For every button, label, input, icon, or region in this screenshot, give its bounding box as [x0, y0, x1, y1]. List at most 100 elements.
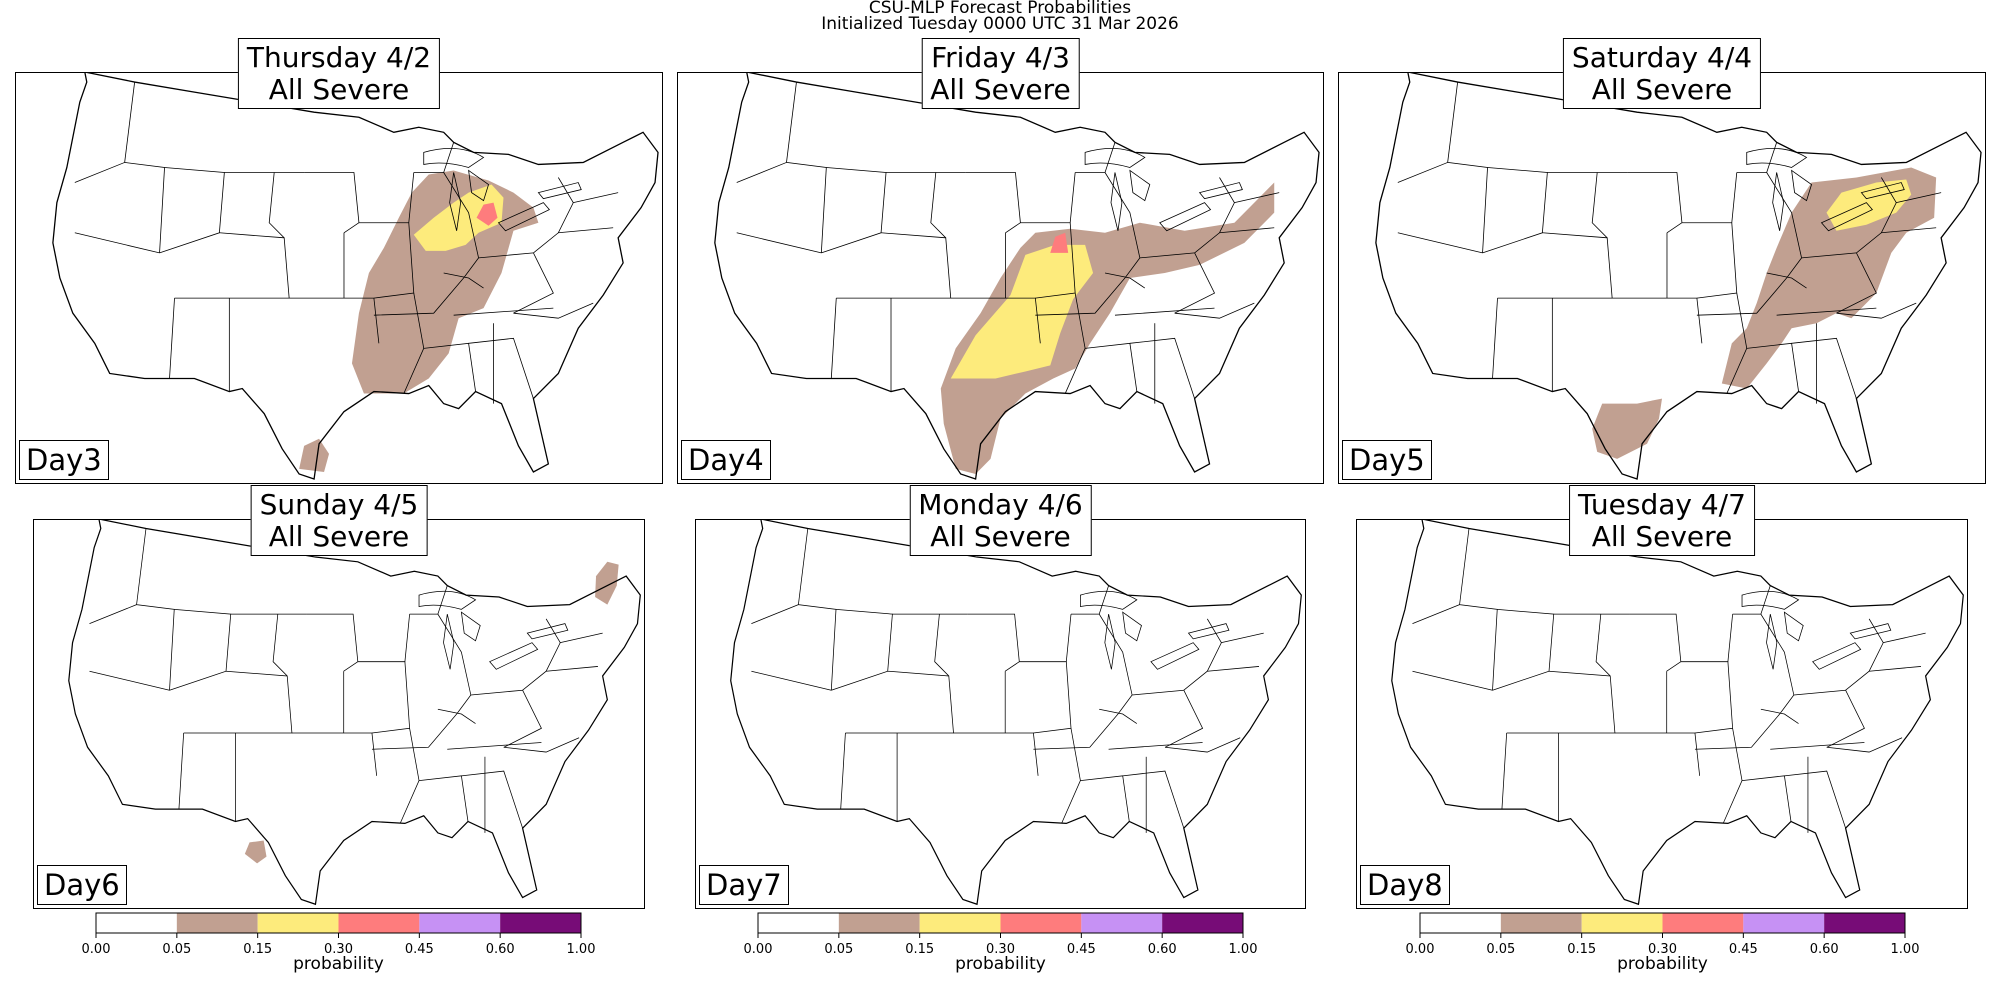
state-border — [1207, 666, 1260, 672]
state-border — [533, 177, 574, 254]
state-border — [124, 81, 165, 253]
state-border — [1412, 604, 1460, 624]
great-lake — [1766, 614, 1778, 670]
conus-map — [714, 72, 1320, 480]
state-border — [443, 272, 484, 289]
state-border — [89, 604, 137, 624]
colorbar-swatch — [1581, 913, 1663, 933]
coastline-border — [1375, 72, 1982, 480]
colorbar-tick-label: 0.00 — [744, 942, 773, 957]
colorbar-tick-label: 0.00 — [82, 942, 111, 957]
state-border — [1397, 162, 1448, 183]
state-border — [1104, 272, 1146, 289]
map-panel-day7: Monday 4/6 All Severe Day7 — [695, 485, 1306, 909]
great-lake — [1150, 642, 1200, 670]
state-border — [1736, 142, 1778, 173]
colorbar-swatch — [838, 913, 920, 933]
colorbar-tick-label: 0.05 — [162, 942, 191, 957]
conus-map — [52, 72, 659, 480]
state-border — [1033, 713, 1119, 750]
state-border — [1694, 713, 1780, 750]
great-lake — [1129, 169, 1151, 202]
panel-title: Saturday 4/4 All Severe — [1562, 38, 1762, 109]
colorbar-swatch — [96, 913, 177, 933]
great-lake — [1110, 172, 1123, 231]
state-border — [1174, 302, 1255, 319]
state-border — [1397, 232, 1483, 254]
state-border — [503, 737, 580, 753]
colorbar-tick-label: 0.30 — [324, 942, 353, 957]
state-border — [1746, 342, 1799, 392]
colorbar-tick-label: 0.30 — [1648, 942, 1677, 957]
state-border — [836, 232, 952, 299]
colorbar: 0.00 0.05 0.15 0.30 0.45 0.60 1.00 probability — [1400, 910, 1940, 990]
colorbar-tick-label: 0.15 — [905, 942, 934, 957]
state-border — [1122, 770, 1185, 829]
state-border — [1139, 252, 1195, 259]
panel-title: Thursday 4/2 All Severe — [237, 38, 441, 109]
state-border — [136, 528, 175, 691]
colorbar-tick-label: 0.30 — [986, 942, 1015, 957]
great-lake — [1080, 590, 1138, 610]
probability-region-arklatex-to-illinois — [950, 244, 1094, 379]
state-border — [470, 689, 523, 696]
state-border — [169, 298, 175, 379]
coastline-border — [730, 519, 1302, 906]
state-border — [1501, 733, 1508, 810]
state-border — [831, 608, 893, 691]
map-panel-day8: Tuesday 4/7 All Severe Day8 — [1356, 485, 1968, 909]
state-border — [1696, 277, 1787, 316]
state-border — [371, 713, 457, 750]
state-border — [1726, 293, 1748, 394]
state-border — [1035, 277, 1126, 316]
state-border — [1784, 770, 1846, 829]
colorbar-swatch — [1500, 913, 1582, 933]
probability-region-central-illinois — [1050, 232, 1069, 253]
state-border — [1164, 690, 1204, 748]
great-lake — [1849, 623, 1892, 640]
panel-title: Friday 4/3 All Severe — [921, 38, 1080, 109]
probability-region-ohio-valley-to-northeast — [1721, 167, 1937, 389]
colorbar-swatch — [1000, 913, 1082, 933]
state-border — [830, 298, 837, 379]
state-border — [1896, 192, 1942, 204]
state-border — [468, 337, 534, 399]
state-border — [513, 302, 594, 319]
day-label: Day8 — [1360, 865, 1450, 905]
great-lake — [1783, 611, 1804, 642]
colorbar-tick-label: 0.15 — [1567, 942, 1596, 957]
state-border — [930, 172, 947, 239]
state-border — [453, 307, 554, 316]
state-border — [1760, 708, 1799, 724]
probability-region-plains-to-northeast — [940, 182, 1275, 474]
figure-subtitle: Initialized Tuesday 0000 UTC 31 Mar 2026 — [821, 14, 1179, 34]
day-label: Day3 — [19, 440, 109, 480]
great-lake — [526, 623, 569, 640]
state-border — [461, 770, 523, 829]
map-panel-day6: Sunday 4/5 All Severe Day6 — [33, 485, 645, 909]
conus-map — [1391, 519, 1964, 906]
great-lake — [1746, 147, 1808, 168]
panel-title: Monday 4/6 All Severe — [909, 485, 1092, 556]
state-border — [1629, 613, 1682, 672]
state-border — [522, 618, 561, 691]
conus-map — [1375, 72, 1982, 480]
state-border — [373, 277, 464, 316]
great-lake — [460, 611, 481, 642]
state-border — [1492, 298, 1498, 379]
colorbar-label: probability — [955, 954, 1046, 974]
state-border — [1099, 708, 1138, 724]
state-border — [1595, 614, 1611, 677]
great-lake — [468, 169, 490, 202]
colorbar-swatch — [1662, 913, 1744, 933]
state-border — [1856, 177, 1897, 254]
state-border — [74, 232, 160, 254]
state-border — [478, 252, 534, 259]
state-border — [1104, 172, 1141, 279]
colorbar-tick-label: 0.45 — [1067, 942, 1096, 957]
probability-region-south-texas — [1592, 398, 1662, 459]
state-border — [1194, 177, 1235, 254]
great-lake — [489, 642, 539, 670]
state-border — [1098, 613, 1133, 715]
colorbar-tick-label: 0.45 — [1729, 942, 1758, 957]
